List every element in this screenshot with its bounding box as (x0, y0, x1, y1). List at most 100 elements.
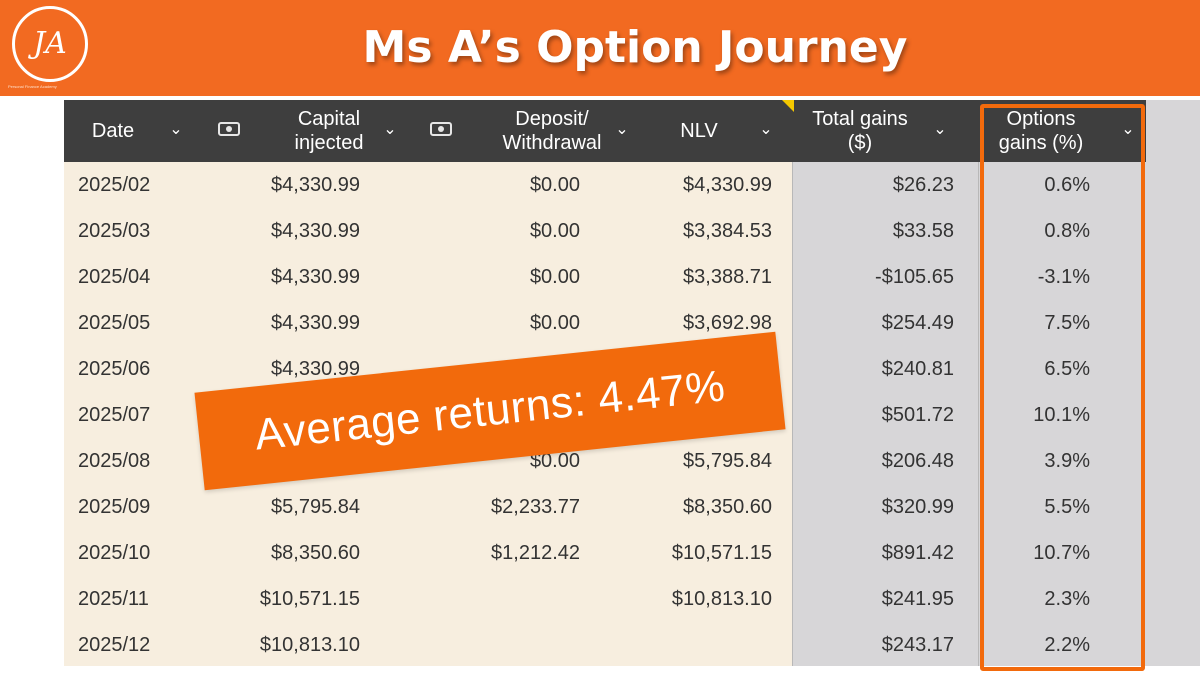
cell-nlv[interactable]: $10,813.10 (671, 588, 772, 610)
cell-deposit-withdrawal[interactable] (434, 622, 580, 668)
cell-deposit-withdrawal[interactable] (434, 576, 580, 622)
column-header-label: Options gains (%) (998, 108, 1084, 154)
table-row: 2025/02 $4,330.99 $0.00 $4,330.99 $26.23 0.6% (64, 162, 1146, 208)
cell-nlv[interactable]: $3,384.53 (683, 220, 772, 242)
cell-date[interactable]: 2025/11 (78, 588, 149, 610)
cell-capital-injected[interactable]: $5,795.84 (271, 496, 360, 518)
cell-date[interactable]: 2025/10 (78, 542, 151, 564)
cell-nlv[interactable] (624, 622, 772, 668)
cell-date[interactable]: 2025/09 (78, 496, 151, 518)
cell-date[interactable]: 2025/06 (78, 358, 151, 380)
table-header: Date ⌄ Capital injected ⌄ Deposit/ Withd… (64, 100, 1146, 162)
title-banner: JA Personal Finance Academy Ms A’s Optio… (0, 0, 1200, 96)
cell-nlv[interactable]: $3,388.71 (683, 266, 772, 288)
cell-total-gains[interactable]: $254.49 (881, 312, 954, 334)
table-row: 2025/11 $10,571.15 $10,813.10 $241.95 2.3% (64, 576, 1146, 622)
table-row: 2025/05 $4,330.99 $0.00 $3,692.98 $254.49 7.5… (64, 300, 1146, 346)
money-icon (218, 122, 240, 136)
cell-options-gains[interactable]: -3.1% (1037, 266, 1090, 288)
column-divider (792, 100, 793, 666)
column-header-date[interactable]: Date (64, 100, 162, 162)
chevron-down-icon[interactable]: ⌄ (615, 121, 629, 138)
column-header-label: Capital injected (294, 108, 364, 154)
column-header-label: Total gains ($) (812, 108, 908, 154)
cell-nlv[interactable]: $10,571.15 (671, 542, 772, 564)
cell-options-gains[interactable]: 6.5% (1044, 358, 1090, 380)
chevron-down-icon[interactable]: ⌄ (1121, 121, 1135, 138)
cell-deposit-withdrawal[interactable]: $0.00 (529, 312, 580, 334)
cell-deposit-withdrawal[interactable]: $0.00 (529, 174, 580, 196)
cell-date[interactable]: 2025/08 (78, 450, 151, 472)
column-header-label: Deposit/ Withdrawal (502, 108, 602, 154)
cell-total-gains[interactable]: $240.81 (881, 358, 954, 380)
cell-nlv[interactable]: $8,350.60 (683, 496, 772, 518)
cell-nlv[interactable]: $3,692.98 (683, 312, 772, 334)
column-header-label: Date (91, 120, 135, 142)
column-header-total-gains[interactable]: Total gains ($) (792, 100, 928, 162)
money-icon (430, 122, 452, 136)
logo-monogram: JA (33, 26, 67, 61)
cell-total-gains[interactable]: $206.48 (881, 450, 954, 472)
cell-options-gains[interactable]: 10.7% (1033, 542, 1090, 564)
cell-date[interactable]: 2025/03 (78, 220, 151, 242)
table-row: 2025/12 $10,813.10 $243.17 2.2% (64, 622, 1146, 668)
column-header-label: NLV (680, 120, 718, 142)
column-header-options-gains[interactable]: Options gains (%) (978, 100, 1104, 162)
cell-options-gains[interactable]: 5.5% (1044, 496, 1090, 518)
options-gains-highlight-box (980, 104, 1145, 671)
cell-capital-injected[interactable]: $4,330.99 (271, 358, 360, 380)
table-row: 2025/10 $8,350.60 $1,212.42 $10,571.15 $891.… (64, 530, 1146, 576)
cell-deposit-withdrawal[interactable]: $0.00 (529, 450, 580, 472)
cell-date[interactable]: 2025/05 (78, 312, 151, 334)
cell-total-gains[interactable]: $241.95 (881, 588, 954, 610)
cell-date[interactable]: 2025/12 (78, 634, 151, 656)
cell-deposit-withdrawal[interactable]: $0.00 (529, 266, 580, 288)
cell-options-gains[interactable]: 2.2% (1044, 634, 1090, 656)
cell-capital-injected[interactable]: $10,813.10 (259, 634, 360, 656)
cell-total-gains[interactable]: $320.99 (881, 496, 954, 518)
chevron-down-icon[interactable]: ⌄ (933, 121, 947, 138)
cell-capital-injected[interactable]: $4,330.99 (271, 220, 360, 242)
cell-capital-injected[interactable]: $4,330.99 (271, 266, 360, 288)
cell-capital-injected[interactable]: $4,330.99 (271, 174, 360, 196)
cell-options-gains[interactable]: 0.8% (1044, 220, 1090, 242)
column-header-capital-injected[interactable]: Capital injected (274, 100, 384, 162)
gains-columns-highlight (792, 100, 1200, 666)
cell-deposit-withdrawal[interactable]: $0.00 (529, 220, 580, 242)
column-header-deposit-withdrawal[interactable]: Deposit/ Withdrawal (482, 100, 622, 162)
cell-options-gains[interactable]: 2.3% (1044, 588, 1090, 610)
chevron-down-icon[interactable]: ⌄ (169, 121, 183, 138)
column-header-nlv[interactable]: NLV (664, 100, 734, 162)
cell-total-gains[interactable]: $891.42 (881, 542, 954, 564)
cell-deposit-withdrawal[interactable]: $1,212.42 (491, 542, 580, 564)
table-row: 2025/04 $4,330.99 $0.00 $3,388.71 -$105.65 -3… (64, 254, 1146, 300)
table-row: 2025/03 $4,330.99 $0.00 $3,384.53 $33.58 0.8% (64, 208, 1146, 254)
cell-options-gains[interactable]: 0.6% (1044, 174, 1090, 196)
cell-total-gains[interactable]: $243.17 (881, 634, 954, 656)
table-row: 2025/06 $4,330.99 $240.81 6.5% (64, 346, 1146, 392)
chevron-down-icon[interactable]: ⌄ (759, 121, 773, 138)
academy-logo: JA (12, 6, 88, 82)
cell-options-gains[interactable]: 7.5% (1044, 312, 1090, 334)
cell-capital-injected[interactable]: $4,330.99 (271, 312, 360, 334)
cell-options-gains[interactable]: 10.1% (1033, 404, 1090, 426)
comment-marker (782, 100, 794, 112)
table-row: 2025/09 $5,795.84 $2,233.77 $8,350.60 $320.9… (64, 484, 1146, 530)
column-divider (978, 100, 979, 666)
cell-capital-injected[interactable]: $10,571.15 (259, 588, 360, 610)
cell-total-gains[interactable]: $501.72 (881, 404, 954, 426)
cell-total-gains[interactable]: $26.23 (892, 174, 954, 196)
cell-date[interactable]: 2025/02 (78, 174, 151, 196)
slide-title: Ms A’s Option Journey (362, 22, 908, 73)
cell-capital-injected[interactable]: $8,350.60 (271, 542, 360, 564)
logo-text: Personal Finance Academy (8, 84, 57, 89)
chevron-down-icon[interactable]: ⌄ (383, 121, 397, 138)
cell-total-gains[interactable]: $33.58 (892, 220, 954, 242)
cell-nlv[interactable]: $4,330.99 (683, 174, 772, 196)
cell-date[interactable]: 2025/04 (78, 266, 151, 288)
cell-total-gains[interactable]: -$105.65 (875, 266, 954, 288)
cell-options-gains[interactable]: 3.9% (1044, 450, 1090, 472)
cell-nlv[interactable]: $5,795.84 (683, 450, 772, 472)
cell-deposit-withdrawal[interactable]: $2,233.77 (491, 496, 580, 518)
cell-date[interactable]: 2025/07 (78, 404, 151, 426)
